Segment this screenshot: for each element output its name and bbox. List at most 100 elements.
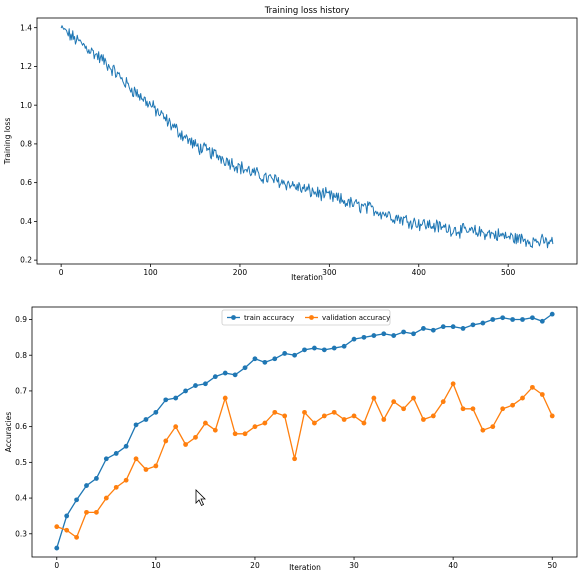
train-accuracy-point xyxy=(173,395,179,401)
loss-y-axis-label: Training loss xyxy=(3,118,12,166)
legend-validation-marker xyxy=(309,315,314,320)
loss-y-tick-label: 1.0 xyxy=(20,101,32,110)
validation-accuracy-point xyxy=(321,413,327,419)
accuracy-y-tick-label: 0.7 xyxy=(15,387,27,396)
accuracy-x-tick-label: 10 xyxy=(151,561,161,570)
train-accuracy-point xyxy=(292,352,297,358)
validation-accuracy-point xyxy=(222,395,228,401)
train-accuracy-point xyxy=(222,370,228,376)
validation-accuracy-point xyxy=(312,420,317,426)
loss-x-axis-label: Iteration xyxy=(291,273,323,282)
loss-x-tick-label: 300 xyxy=(322,268,337,277)
accuracy-y-tick-label: 0.9 xyxy=(15,315,27,324)
train-accuracy-point xyxy=(490,317,496,322)
train-accuracy-point xyxy=(321,347,327,353)
train-accuracy-point xyxy=(351,336,357,342)
validation-accuracy-point xyxy=(84,509,89,515)
train-accuracy-point xyxy=(312,345,317,351)
validation-accuracy-point xyxy=(212,427,218,433)
validation-accuracy-line xyxy=(56,382,553,539)
train-accuracy-point xyxy=(123,443,129,449)
accuracy-x-tick-label: 20 xyxy=(250,561,260,570)
train-accuracy-point xyxy=(272,356,278,362)
validation-accuracy-point xyxy=(391,399,397,405)
loss-y-tick-label: 0.4 xyxy=(20,217,32,226)
validation-accuracy-point xyxy=(242,431,248,437)
legend-train-marker xyxy=(231,315,236,320)
loss-x-tick-label: 0 xyxy=(59,268,64,277)
train-accuracy-point xyxy=(212,374,218,380)
loss-x-tick-label: 400 xyxy=(412,268,427,277)
train-accuracy-point xyxy=(510,317,515,322)
validation-accuracy-point xyxy=(133,456,139,462)
validation-accuracy-point xyxy=(262,420,268,426)
validation-accuracy-point xyxy=(183,442,188,447)
loss-y-ticks: 0.2 0.4 0.6 0.8 1.0 1.2 1.4 xyxy=(20,23,37,265)
accuracy-y-tick-label: 0.8 xyxy=(15,351,27,360)
train-accuracy-point xyxy=(163,397,169,403)
validation-accuracy-point xyxy=(381,417,387,422)
accuracy-x-tick-label: 50 xyxy=(547,561,557,570)
validation-accuracy-point xyxy=(520,395,525,401)
validation-accuracy-point xyxy=(302,409,307,415)
train-accuracy-point xyxy=(430,327,436,333)
legend-train-label: train accuracy xyxy=(244,314,294,322)
train-accuracy-point xyxy=(411,331,416,337)
accuracy-y-ticks: 0.3 0.4 0.5 0.6 0.7 0.8 0.9 xyxy=(15,315,32,538)
validation-accuracy-point xyxy=(113,484,119,490)
accuracy-series-group xyxy=(54,311,555,551)
train-accuracy-point xyxy=(252,356,258,362)
validation-accuracy-point xyxy=(549,413,555,419)
train-accuracy-point xyxy=(74,497,79,503)
train-accuracy-point xyxy=(549,311,555,317)
accuracy-chart: 0.3 0.4 0.5 0.6 0.7 0.8 0.9 0 10 20 30 40 50 Iterat… xyxy=(4,306,578,572)
validation-accuracy-point xyxy=(203,420,208,426)
loss-y-tick-label: 0.6 xyxy=(20,178,32,187)
train-accuracy-point xyxy=(381,331,387,337)
legend-validation-label: validation accuracy xyxy=(322,314,390,322)
validation-accuracy-point xyxy=(361,420,367,426)
validation-accuracy-point xyxy=(421,417,426,422)
train-accuracy-point xyxy=(520,317,525,322)
validation-accuracy-point xyxy=(94,509,99,515)
train-accuracy-point xyxy=(539,318,545,324)
train-accuracy-point xyxy=(64,513,70,519)
train-accuracy-point xyxy=(480,320,486,326)
validation-accuracy-point xyxy=(530,384,535,390)
validation-accuracy-point xyxy=(430,413,436,419)
accuracy-x-tick-label: 30 xyxy=(349,561,359,570)
train-accuracy-point xyxy=(440,324,446,330)
train-accuracy-point xyxy=(371,333,377,338)
accuracy-legend: train accuracy validation accuracy xyxy=(221,309,391,326)
train-accuracy-point xyxy=(143,417,149,422)
accuracy-y-tick-label: 0.3 xyxy=(15,529,27,538)
train-accuracy-point xyxy=(133,422,139,428)
validation-accuracy-point xyxy=(331,409,337,415)
validation-accuracy-point xyxy=(341,417,347,422)
validation-accuracy-point xyxy=(292,456,297,462)
train-accuracy-point xyxy=(401,329,406,335)
validation-accuracy-point xyxy=(351,413,357,419)
accuracy-y-axis-label: Accuracies xyxy=(4,412,13,453)
validation-accuracy-point xyxy=(123,477,129,483)
mouse-cursor-icon xyxy=(195,489,206,507)
train-accuracy-point xyxy=(193,383,198,388)
validation-accuracy-point xyxy=(401,406,406,412)
accuracy-x-tick-label: 0 xyxy=(54,561,59,570)
train-accuracy-point xyxy=(232,372,238,378)
validation-accuracy-point xyxy=(232,431,238,437)
accuracy-x-ticks: 0 10 20 30 40 50 xyxy=(54,557,557,570)
accuracy-y-tick-label: 0.4 xyxy=(15,494,27,503)
validation-accuracy-point xyxy=(143,467,149,472)
train-accuracy-point xyxy=(84,483,89,488)
train-accuracy-point xyxy=(282,351,288,356)
loss-chart-title: Training loss history xyxy=(264,6,350,16)
validation-accuracy-point xyxy=(64,527,70,533)
loss-y-tick-label: 1.2 xyxy=(20,62,32,71)
accuracy-y-tick-label: 0.5 xyxy=(15,458,27,467)
validation-accuracy-point xyxy=(490,424,496,430)
validation-accuracy-point xyxy=(500,406,506,412)
train-accuracy-point xyxy=(262,359,268,365)
train-accuracy-point xyxy=(500,315,506,321)
